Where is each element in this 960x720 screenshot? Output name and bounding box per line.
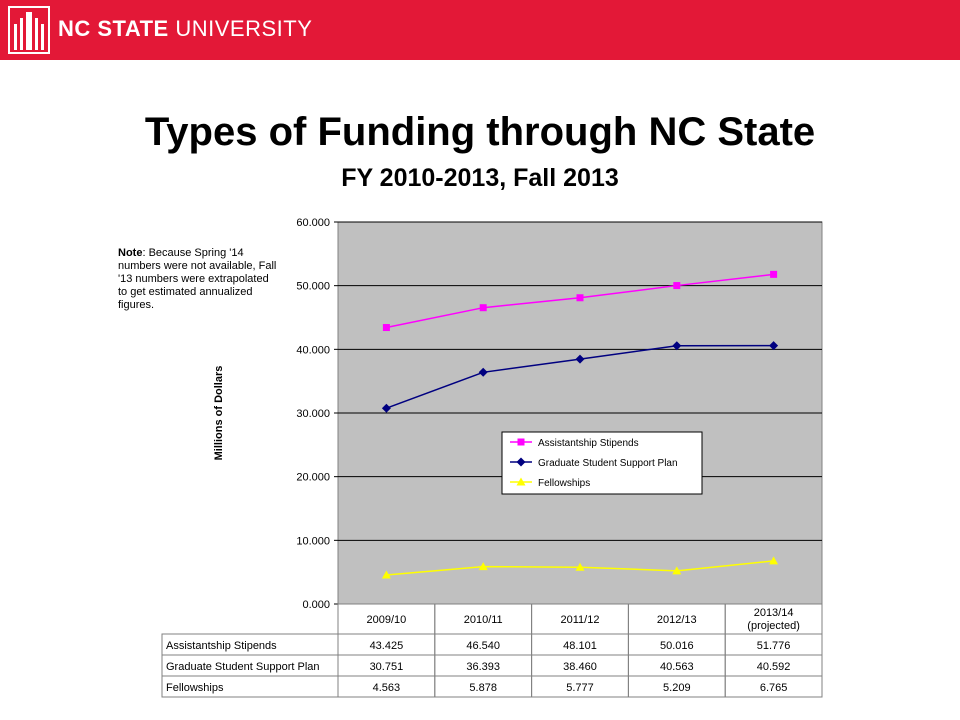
- data-point-marker: [516, 477, 526, 486]
- data-point-marker: [672, 341, 682, 351]
- table-cell: [724, 675, 823, 698]
- data-point-marker: [575, 562, 585, 571]
- data-point-marker: [478, 562, 488, 571]
- table-value: 5.777: [566, 682, 594, 694]
- legend-entry: Fellowships: [538, 478, 590, 489]
- table-value: 48.101: [563, 640, 597, 652]
- table-value: 40.592: [757, 661, 791, 673]
- data-point-marker: [516, 457, 526, 467]
- x-category-label: 2013/14: [754, 607, 794, 619]
- data-point-marker: [382, 324, 390, 332]
- data-point-marker: [575, 354, 585, 364]
- y-tick-label: 10.000: [296, 535, 330, 547]
- note-label: Note: [118, 247, 143, 259]
- y-tick-label: 20.000: [296, 472, 330, 484]
- nc-state-belltower-logo-icon: [8, 6, 50, 54]
- data-point-marker: [381, 403, 391, 413]
- x-category-label: 2011/12: [561, 614, 600, 626]
- data-point-marker: [479, 304, 487, 312]
- table-value: 5.209: [663, 682, 691, 694]
- page-subtitle: FY 2010-2013, Fall 2013: [341, 164, 619, 192]
- note-text: : Because Spring '14 numbers were not av…: [118, 247, 277, 311]
- table-series-name: Graduate Student Support Plan: [166, 661, 320, 673]
- x-category-label: 2010/11: [464, 614, 503, 626]
- table-value: 6.765: [760, 682, 788, 694]
- x-category-label: 2009/10: [367, 614, 407, 626]
- y-tick-label: 50.000: [296, 281, 330, 293]
- legend-entry: Graduate Student Support Plan: [538, 458, 678, 469]
- legend-entry: Assistantship Stipends: [538, 438, 639, 449]
- data-point-marker: [478, 367, 488, 377]
- y-tick-label: 0.000: [302, 599, 330, 611]
- data-point-marker: [576, 294, 584, 302]
- table-value: 4.563: [373, 682, 401, 694]
- x-category-label: (projected): [747, 620, 800, 632]
- data-point-marker: [673, 282, 681, 290]
- table-value: 30.751: [370, 661, 404, 673]
- table-value: 40.563: [660, 661, 694, 673]
- table-value: 46.540: [466, 640, 500, 652]
- table-value: 51.776: [757, 640, 791, 652]
- y-tick-label: 40.000: [296, 344, 330, 356]
- table-series-name: Assistantship Stipends: [166, 640, 277, 652]
- y-tick-label: 30.000: [296, 408, 330, 420]
- chart-legend: [501, 431, 703, 495]
- x-category-label: 2012/13: [657, 614, 697, 626]
- table-series-name: Fellowships: [166, 682, 224, 694]
- data-point-marker: [672, 566, 682, 575]
- y-tick-label: 60.000: [296, 217, 330, 229]
- data-point-marker: [770, 270, 778, 278]
- header-banner: NC STATE UNIVERSITY: [0, 0, 960, 60]
- y-axis-label: Millions of Dollars: [213, 366, 225, 461]
- table-value: 43.425: [370, 640, 404, 652]
- chart-note: Note: Because Spring '14 numbers were no…: [118, 247, 280, 312]
- data-point-marker: [381, 570, 391, 579]
- table-value: 38.460: [563, 661, 597, 673]
- data-point-marker: [517, 438, 525, 446]
- data-point-marker: [769, 341, 779, 351]
- brand-wordmark[interactable]: NC STATE UNIVERSITY: [58, 16, 313, 41]
- table-value: 5.878: [469, 682, 497, 694]
- data-point-marker: [769, 556, 779, 565]
- page-title: Types of Funding through NC State: [144, 110, 816, 154]
- table-value: 50.016: [660, 640, 694, 652]
- table-value: 36.393: [466, 661, 500, 673]
